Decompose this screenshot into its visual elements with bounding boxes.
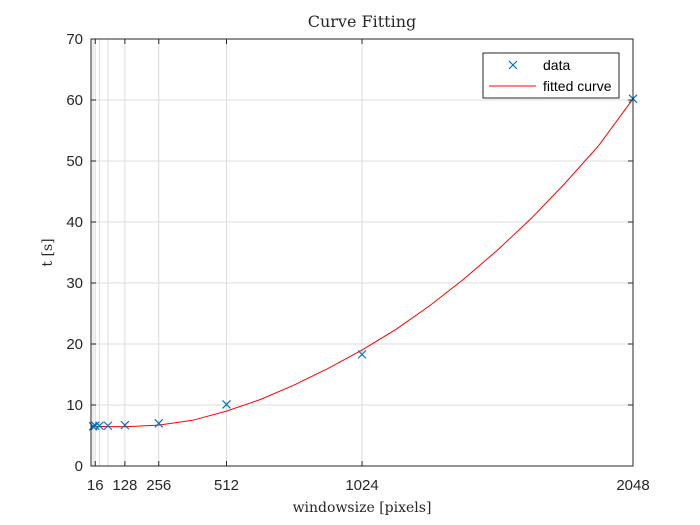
y-tick-label: 10 [66,397,83,414]
y-tick-label: 30 [66,275,83,292]
grid [91,39,633,466]
x-tick-label: 128 [112,477,137,494]
y-tick-label: 40 [66,214,83,231]
y-tick-label: 50 [66,153,83,170]
legend-box [482,52,620,99]
data-point-marker [357,349,367,359]
data-point-marker [154,418,164,428]
x-tick-label: 256 [146,477,171,494]
y-axis-label: t [s] [40,238,56,266]
x-tick-label: 16 [87,477,104,494]
fitted-curve-line [90,98,634,428]
data-point-marker [222,399,231,409]
y-tick-label: 70 [66,31,83,48]
tick-labels: 16 128 256 512 1024 2048 0 10 20 30 40 50 60 70 [66,31,649,494]
y-tick-label: 60 [66,92,83,109]
data-point-marker [90,421,100,431]
data-point-marker [95,421,104,431]
fitted-curve-layer [90,98,634,428]
legend-label-fitted-curve: fitted curve [543,78,612,94]
legend: data fitted curve [482,52,620,99]
y-tick-label: 0 [75,458,83,475]
data-point-marker [103,421,113,431]
x-tick-label: 1024 [345,477,378,494]
data-markers-layer [88,94,638,431]
legend-data-marker [508,60,518,70]
legend-marker-x [508,60,518,70]
legend-label-data: data [543,57,570,73]
data-point-marker [120,420,130,430]
chart-title: Curve Fitting [308,12,417,31]
x-tick-label: 2048 [616,477,649,494]
y-tick-label: 20 [66,336,83,353]
x-axis-label: windowsize [pixels] [293,500,432,516]
axes [90,38,634,467]
x-tick-label: 512 [214,477,239,494]
